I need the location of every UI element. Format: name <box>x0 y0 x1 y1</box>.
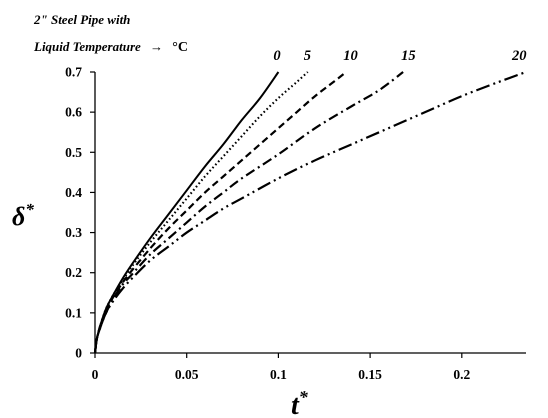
y-axis-title-sup: * <box>25 200 34 219</box>
series-line-5 <box>93 71 309 354</box>
series-label-0: 0 <box>273 48 280 64</box>
x-tick-label: 0.1 <box>270 367 287 382</box>
series-label-10: 10 <box>343 48 358 64</box>
y-tick-label: 0.4 <box>65 185 82 200</box>
y-ticks: 0 0.1 0.2 0.3 0.4 0.5 0.6 0.7 <box>65 65 95 361</box>
annotation-text: Liquid Temperature <box>33 39 141 54</box>
x-axis-title: t* <box>291 387 309 418</box>
y-axis-title-main: δ <box>12 202 25 231</box>
y-tick-label: 0.7 <box>65 65 82 80</box>
x-tick-label: 0.15 <box>358 367 382 382</box>
y-tick-label: 0.6 <box>65 105 82 120</box>
series-line-15 <box>93 71 404 354</box>
x-axis-title-main: t <box>291 390 300 418</box>
annotation-line-1: 2" Steel Pipe with <box>33 12 130 27</box>
x-tick-label: 0 <box>92 367 99 382</box>
series-line-0 <box>94 71 280 354</box>
annotation-unit: °C <box>172 40 188 55</box>
series-line-10 <box>93 71 347 354</box>
arrow-icon: → <box>150 39 163 54</box>
y-tick-label: 0.2 <box>65 265 82 280</box>
y-tick-label: 0.5 <box>65 145 82 160</box>
series-label-5: 5 <box>304 48 311 64</box>
x-tick-label: 0.05 <box>175 367 199 382</box>
series-lines <box>93 70 527 354</box>
series-label-20: 20 <box>511 48 527 64</box>
y-tick-label: 0 <box>75 346 82 361</box>
y-axis-title: δ* <box>12 200 34 231</box>
y-tick-label: 0.1 <box>65 305 82 320</box>
series-line-20 <box>93 70 527 354</box>
series-label-15: 15 <box>401 48 416 64</box>
series-labels: 0 5 10 15 20 <box>273 48 526 64</box>
x-axis-title-sup: * <box>299 387 309 407</box>
x-tick-label: 0.2 <box>453 367 470 382</box>
y-tick-label: 0.3 <box>65 225 82 240</box>
x-ticks: 0 0.05 0.1 0.15 0.2 <box>92 353 470 382</box>
annotation-line-2: Liquid Temperature → °C <box>33 39 188 55</box>
